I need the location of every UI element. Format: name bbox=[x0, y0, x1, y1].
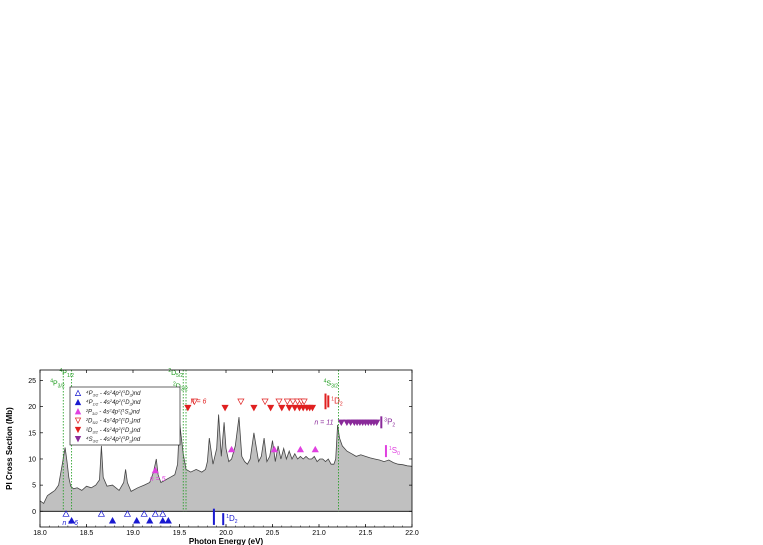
threshold-label: 4P3/2 bbox=[50, 379, 65, 390]
resonance-marker bbox=[300, 398, 308, 406]
legend-marker bbox=[74, 389, 82, 396]
resonance-marker bbox=[285, 404, 293, 412]
resonance-marker bbox=[267, 404, 275, 412]
resonance-marker bbox=[184, 404, 192, 412]
threshold-label: 4S3/2 bbox=[324, 379, 339, 390]
x-tick-label: 21.0 bbox=[312, 530, 326, 537]
x-axis-title: Photon Energy (eV) bbox=[189, 537, 264, 545]
series-annotation: n = 5 bbox=[150, 476, 166, 483]
x-tick-label: 18.5 bbox=[80, 530, 94, 537]
ion-level-label: 1D2 bbox=[226, 514, 238, 525]
legend-label: ²P3/2 - 4s24p2(1S0)nd bbox=[86, 407, 140, 416]
resonance-marker bbox=[190, 398, 198, 406]
resonance-marker bbox=[62, 510, 70, 517]
legend-label: ⁴P1/2 - 4s24p2(1D2)nd bbox=[86, 398, 141, 407]
resonance-marker bbox=[159, 510, 167, 517]
resonance-marker bbox=[311, 445, 319, 453]
resonance-marker bbox=[221, 404, 229, 412]
resonance-markers bbox=[62, 398, 381, 524]
legend-label: ⁴P3/2 - 4s24p2(1D2)nd bbox=[86, 389, 141, 398]
x-tick-label: 21.5 bbox=[359, 530, 373, 537]
legend-marker bbox=[74, 398, 82, 406]
y-tick-label: 0 bbox=[32, 509, 36, 516]
ion-level-label: 1S0 bbox=[389, 446, 400, 457]
resonance-marker bbox=[68, 516, 76, 524]
ion-level-label: 3P2 bbox=[384, 417, 395, 428]
resonance-marker bbox=[108, 516, 117, 524]
resonance-marker bbox=[151, 510, 159, 517]
x-tick-label: 20.5 bbox=[266, 530, 280, 537]
x-tick-label: 18.0 bbox=[33, 530, 47, 537]
resonance-marker bbox=[291, 404, 299, 412]
legend-marker bbox=[74, 436, 82, 443]
legend-label: ²D5/2 - 4s24p2(1D2)nd bbox=[86, 417, 141, 426]
resonance-marker bbox=[159, 516, 167, 524]
axes: 18.0 18.5 19.0 19.5 20.0 20.5 21.0 21.5 22.0 0 5 10… bbox=[28, 369, 419, 537]
x-tick-label: 20.0 bbox=[219, 530, 233, 537]
resonance-marker bbox=[237, 398, 245, 406]
series-annotations: n = 6 n = 5 n = 11 n = 6 bbox=[62, 398, 333, 526]
legend-label: ⁴S3/2 - 4s24p2(3P2)nd bbox=[86, 435, 141, 444]
legend-marker bbox=[74, 408, 82, 415]
y-tick-label: 5 bbox=[32, 483, 36, 490]
y-tick-label: 20 bbox=[28, 404, 36, 411]
resonance-marker bbox=[227, 445, 236, 453]
resonance-marker bbox=[278, 404, 286, 412]
spectrum-line bbox=[39, 414, 413, 504]
resonance-marker bbox=[289, 398, 297, 406]
resonance-marker bbox=[97, 510, 105, 517]
series-annotation: n = 6 bbox=[191, 398, 207, 405]
resonance-marker bbox=[270, 445, 278, 453]
legend-label: ²D3/2 - 4s24p2(1D2)nd bbox=[86, 426, 141, 435]
spectrum-fill bbox=[40, 414, 412, 512]
resonance-marker bbox=[308, 404, 317, 412]
resonance-marker bbox=[261, 398, 269, 406]
ion-level-label: 1D2 bbox=[331, 396, 343, 407]
resonance-marker bbox=[250, 404, 258, 412]
ion-level-markers: 1D2 3P2 1S0 1D2 bbox=[212, 393, 400, 526]
y-axis-title: PI Cross Section (Mb) bbox=[5, 407, 14, 490]
legend-marker bbox=[74, 417, 82, 424]
x-tick-label: 19.0 bbox=[126, 530, 140, 537]
resonance-marker bbox=[337, 419, 345, 427]
legend-marker bbox=[74, 426, 82, 434]
resonance-marker bbox=[146, 516, 154, 524]
x-tick-label: 22.0 bbox=[405, 530, 419, 537]
resonance-marker bbox=[296, 445, 304, 453]
resonance-marker bbox=[140, 510, 148, 517]
resonance-marker bbox=[373, 419, 381, 427]
series-annotation: n = 11 bbox=[314, 419, 333, 426]
resonance-marker bbox=[283, 398, 291, 406]
threshold-label: 4P1/2 bbox=[60, 368, 75, 379]
spectrum-area bbox=[39, 414, 413, 512]
y-tick-label: 15 bbox=[28, 430, 36, 437]
resonance-marker bbox=[151, 466, 159, 474]
legend-box bbox=[69, 386, 181, 446]
x-tick-label: 19.5 bbox=[173, 530, 187, 537]
resonance-marker bbox=[123, 510, 132, 517]
resonance-marker bbox=[164, 516, 172, 524]
resonance-marker bbox=[133, 516, 141, 524]
resonance-marker bbox=[275, 398, 283, 406]
y-tick-label: 25 bbox=[28, 378, 36, 385]
y-tick-label: 10 bbox=[28, 456, 36, 463]
series-annotation: n = 6 bbox=[62, 520, 78, 527]
threshold-label: 2D5/2 bbox=[168, 368, 183, 379]
